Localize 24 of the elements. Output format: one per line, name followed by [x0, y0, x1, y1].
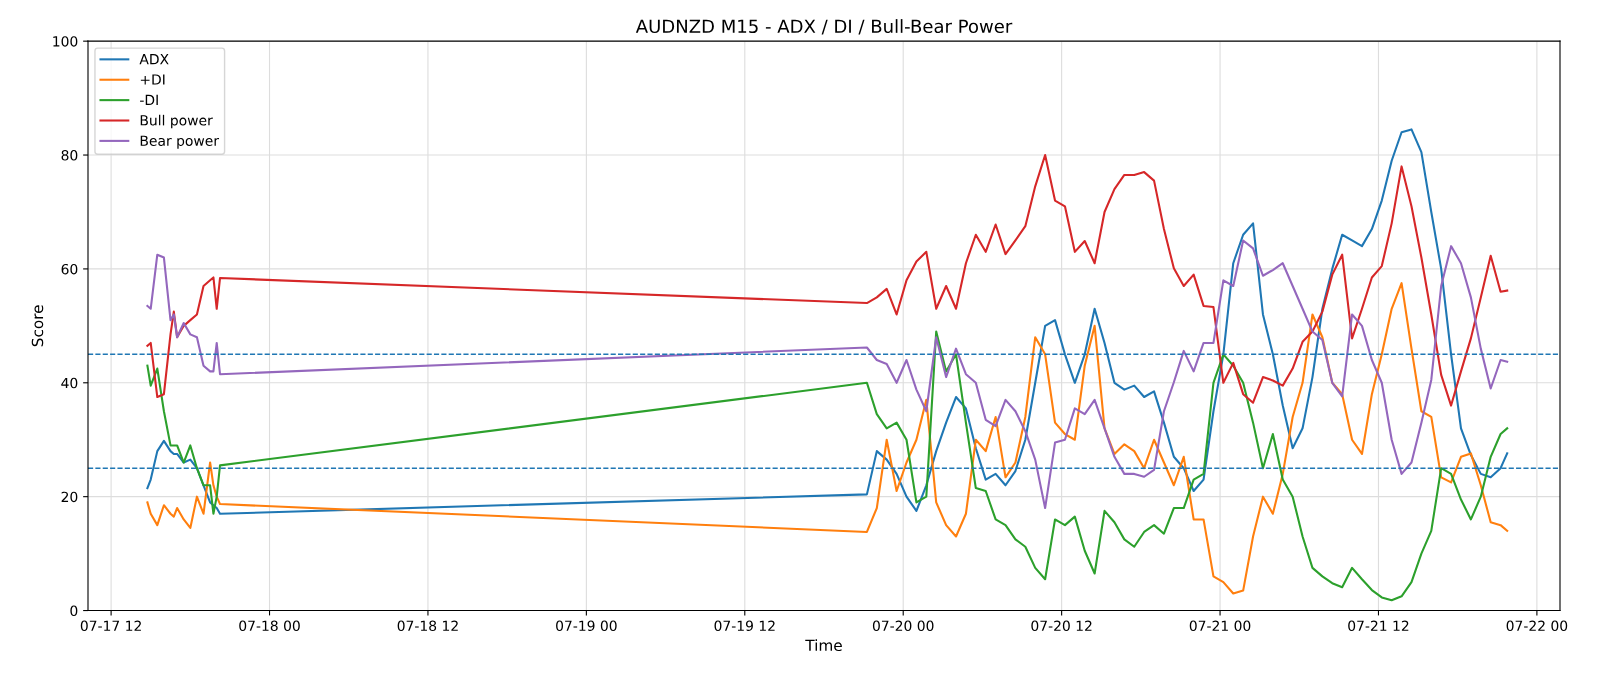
x-tick-label: 07-22 00: [1506, 620, 1568, 632]
legend-label: ADX: [139, 54, 169, 65]
legend-label: -DI: [140, 94, 158, 105]
y-tick-label: 60: [61, 263, 78, 275]
x-tick-label: 07-21 12: [1348, 620, 1409, 632]
x-tick-label: 07-17 12: [80, 620, 141, 632]
x-tick-label: 07-21 00: [1189, 620, 1251, 632]
x-axis-title: Time: [805, 639, 842, 652]
legend-label: Bull power: [140, 114, 213, 129]
x-tick-label: 07-20 12: [1031, 620, 1092, 632]
y-tick-label: 40: [61, 377, 78, 389]
y-tick-label: 20: [61, 491, 78, 503]
y-tick-label: 80: [61, 150, 78, 161]
legend-label: +DI: [140, 74, 165, 85]
x-tick-label: 07-18 12: [397, 620, 458, 632]
y-tick-label: 100: [53, 36, 78, 47]
chart-title: AUDNZD M15 - ADX / DI / Bull-Bear Power: [635, 19, 1013, 35]
x-tick-label: 07-19 00: [556, 620, 617, 632]
x-tick-label: 07-20 00: [872, 620, 934, 632]
y-tick-label: 0: [70, 605, 78, 617]
legend-label: Bear power: [140, 135, 220, 149]
x-tick-label: 07-18 00: [239, 620, 300, 632]
y-axis-title: Score: [31, 305, 44, 347]
x-tick-label: 07-19 12: [714, 620, 775, 632]
